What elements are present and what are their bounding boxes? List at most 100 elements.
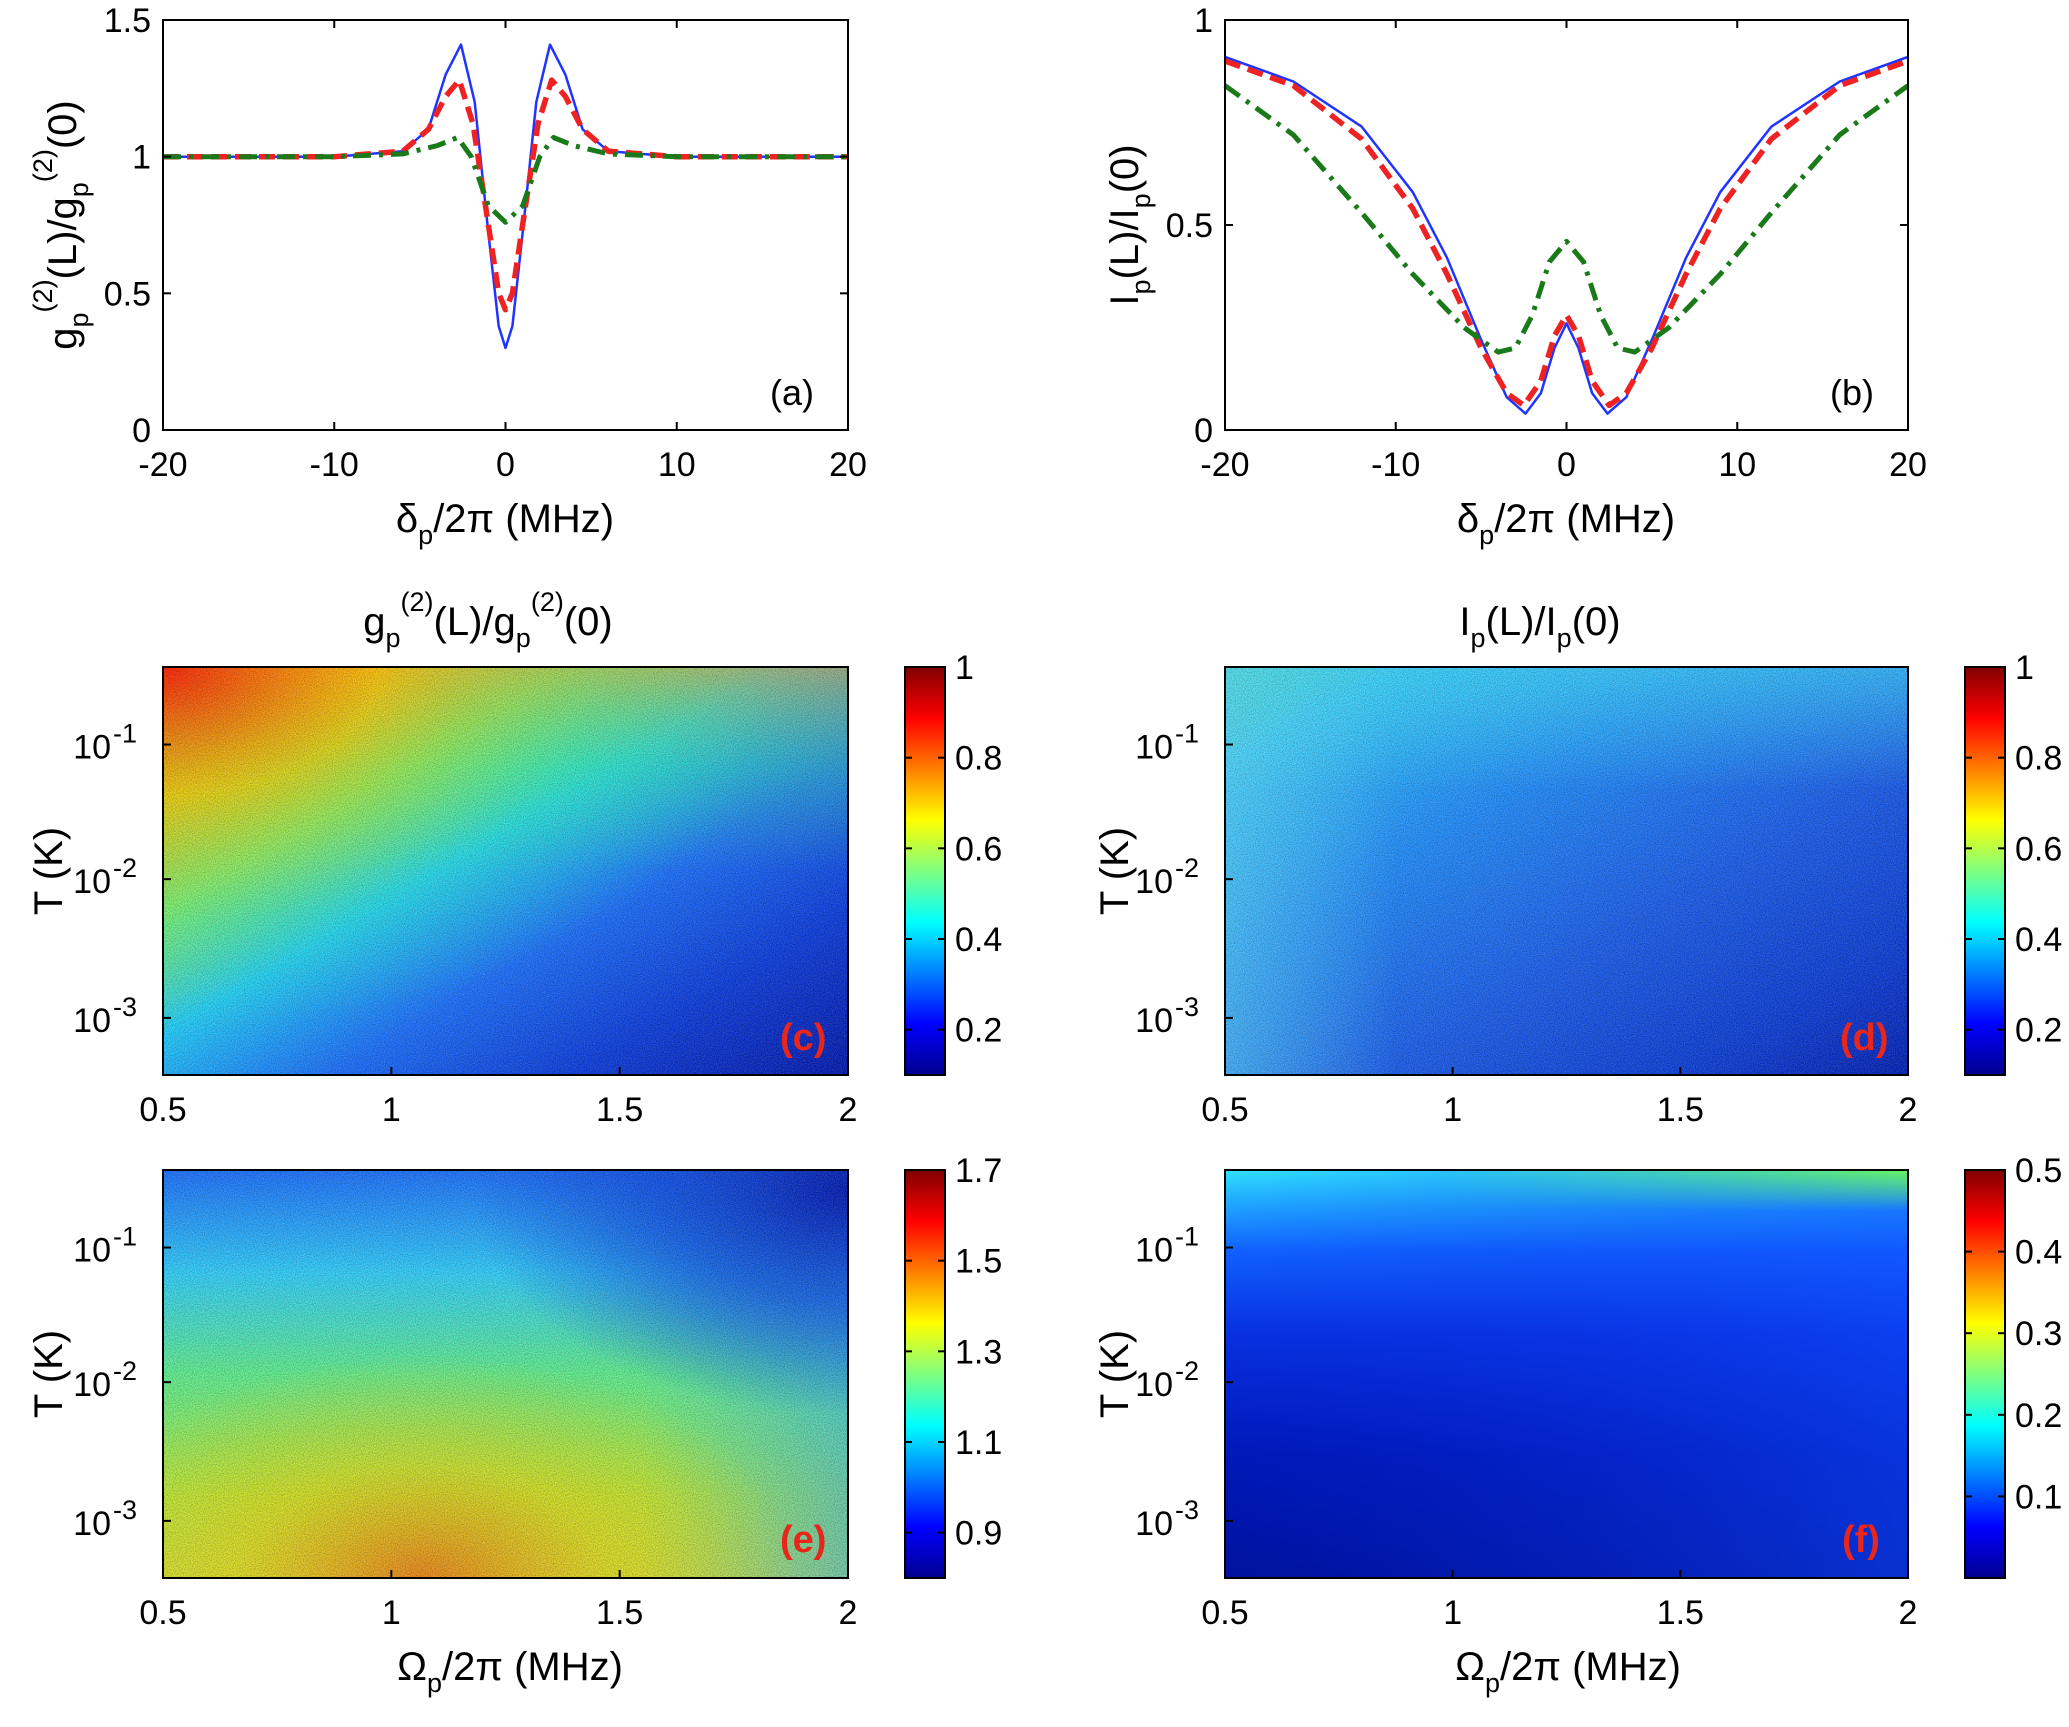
panel-f-colorbar-label: 0.3: [2015, 1315, 2062, 1353]
panel-f-colorbar-label: 0.4: [2015, 1234, 2062, 1272]
panel-e-ytick-exponent: -2: [113, 1356, 137, 1386]
panel-a-series-2: [163, 77, 848, 313]
panel-c-colorbar-label: 0.6: [955, 830, 1002, 868]
panel-d-xtick-label: 2: [1899, 1091, 1918, 1129]
panel-c-colorbar-label: 0.8: [955, 740, 1002, 778]
panel-b-xtick-label: 10: [1718, 446, 1756, 484]
panel-d-colorbar-scale: [1964, 666, 2006, 1076]
panel-e-xtick-label: 1.5: [596, 1594, 643, 1632]
panel-d-colorbar-label: 1: [2015, 649, 2034, 687]
panel-b-xtick-label: 0: [1557, 446, 1576, 484]
panel-c-axes-box: [162, 666, 849, 1076]
panel-e-yticks: 10-110-210-3: [73, 1222, 171, 1543]
panel-b-xticks: -20 -10 0 10 20: [1200, 20, 1927, 484]
panel-e-xtick-label: 2: [839, 1594, 858, 1632]
panel-b-ytick-label: 0: [1194, 412, 1213, 450]
panel-f-xtick-label: 0.5: [1201, 1594, 1248, 1632]
panel-c-heatmap: [163, 667, 848, 1075]
panel-d-colorbar-label: 0.2: [2015, 1012, 2062, 1050]
panel-e-colorbar-label: 1.7: [955, 1152, 1002, 1190]
panel-e-colorbar: 1.7 1.5 1.3 1.1 0.9: [904, 1152, 1002, 1579]
panel-d-ytick-exponent: -1: [1175, 719, 1199, 749]
panel-c-xtick-label: 0.5: [139, 1091, 186, 1129]
panel-d-colorbar-label: 0.8: [2015, 740, 2062, 778]
panel-b-series-1: [1224, 55, 1909, 415]
panel-f: 0.5 1 1.5 2 10-110-210-3 T (K) Ωp/2π (MHz) …: [1093, 1152, 2062, 1698]
panel-d-yticks: 10-110-210-3: [1135, 719, 1233, 1040]
panel-d-ylabel: T (K): [1093, 827, 1137, 915]
panel-a-ytick-label: 0: [132, 412, 151, 450]
panel-d-ytick-exponent: -2: [1175, 853, 1199, 883]
panel-a-xtick-label: -20: [138, 446, 187, 484]
panel-b-lines: [1223, 55, 1910, 415]
panel-a-ytick-label: 1.5: [104, 2, 151, 40]
panel-b-ytick-label: 0.5: [1166, 207, 1213, 245]
panel-c-ytick-label: 10: [73, 1002, 111, 1040]
panel-a-series-1: [163, 43, 848, 350]
panel-a-letter: (a): [770, 372, 814, 413]
panel-f-yticks: 10-110-210-3: [1135, 1222, 1233, 1543]
panel-d-colorbar-label: 0.4: [2015, 921, 2062, 959]
panel-c-xtick-label: 1: [382, 1091, 401, 1129]
panel-a-xticks: -20 -10 0 10 20: [138, 20, 867, 484]
panel-f-colorbar-label: 0.5: [2015, 1152, 2062, 1190]
panel-c-ytick-label: 10: [73, 729, 111, 767]
panel-f-ylabel: T (K): [1093, 1330, 1137, 1418]
panel-a-ytick-label: 1: [132, 139, 151, 177]
panel-a-series-3: [163, 135, 848, 225]
panel-f-axes-box: [1224, 1169, 1909, 1579]
panel-f-colorbar-scale: [1964, 1169, 2006, 1579]
panel-d-ytick-label: 10: [1135, 1002, 1173, 1040]
panel-e-xtick-label: 0.5: [139, 1594, 186, 1632]
panel-b-xtick-label: 20: [1889, 446, 1927, 484]
panel-e-colorbar-scale: [904, 1169, 946, 1579]
panel-f-xlabel: Ωp/2π (MHz): [1455, 1645, 1681, 1698]
panel-d-title: Ip(L)/Ip(0): [1459, 600, 1620, 653]
panel-e-ytick-exponent: -1: [113, 1222, 137, 1252]
panel-b-xtick-label: -20: [1200, 446, 1249, 484]
panel-f-ytick-label: 10: [1135, 1232, 1173, 1270]
panel-a-ytick-label: 0.5: [104, 275, 151, 313]
panel-c: gp(2)(L)/gp(2)(0): [27, 587, 1002, 1129]
panel-b-xtick-label: -10: [1371, 446, 1420, 484]
panel-b-axes-box: [1224, 19, 1909, 431]
panel-e-ytick-label: 10: [73, 1232, 111, 1270]
panel-d-ytick-label: 10: [1135, 863, 1173, 901]
panel-c-colorbar-label: 0.2: [955, 1012, 1002, 1050]
panel-a-xlabel: δp/2π (MHz): [396, 497, 614, 550]
panel-e-xticks: 0.5 1 1.5 2: [139, 1570, 857, 1632]
panel-f-ytick-label: 10: [1135, 1366, 1173, 1404]
panel-f-ytick-exponent: -3: [1175, 1495, 1199, 1525]
panel-f-colorbar-label: 0.1: [2015, 1478, 2062, 1516]
panel-f-xtick-label: 1: [1443, 1594, 1462, 1632]
panel-c-xtick-label: 2: [839, 1091, 858, 1129]
panel-e-ytick-label: 10: [73, 1505, 111, 1543]
panel-d-colorbar-label: 0.6: [2015, 830, 2062, 868]
panel-b-ylabel: Ip(L)/Ip(0): [1103, 144, 1156, 305]
panel-a-xtick-label: -10: [310, 446, 359, 484]
panel-c-ytick-exponent: -3: [113, 992, 137, 1022]
panel-c-title: gp(2)(L)/gp(2)(0): [363, 587, 612, 653]
panel-c-letter: (c): [780, 1017, 826, 1059]
panel-d-xtick-label: 1.5: [1657, 1091, 1704, 1129]
panel-f-colorbar-label: 0.2: [2015, 1397, 2062, 1435]
panel-c-colorbar-scale: [904, 666, 946, 1076]
panel-e-ytick-exponent: -3: [113, 1495, 137, 1525]
panel-e-heatmap: [163, 1170, 848, 1578]
panel-a-lines: [163, 43, 848, 350]
panel-e-ylabel: T (K): [27, 1330, 71, 1418]
panel-a-xtick-label: 0: [496, 446, 515, 484]
panel-d-heatmap: [1225, 667, 1908, 1075]
panel-f-xticks: 0.5 1 1.5 2: [1201, 1570, 1917, 1632]
panel-c-ytick-exponent: -1: [113, 719, 137, 749]
panel-e-colorbar-label: 1.3: [955, 1333, 1002, 1371]
panel-b-ytick-label: 1: [1194, 2, 1213, 40]
panel-e-ytick-label: 10: [73, 1366, 111, 1404]
panel-d-ytick-exponent: -3: [1175, 992, 1199, 1022]
panel-f-ytick-exponent: -2: [1175, 1356, 1199, 1386]
panel-c-xtick-label: 1.5: [596, 1091, 643, 1129]
panel-e: 0.5 1 1.5 2 10-110-210-3 T (K) Ωp/2π (MHz) …: [27, 1152, 1002, 1698]
panel-d-axes-box: [1224, 666, 1909, 1076]
panel-f-ytick-label: 10: [1135, 1505, 1173, 1543]
